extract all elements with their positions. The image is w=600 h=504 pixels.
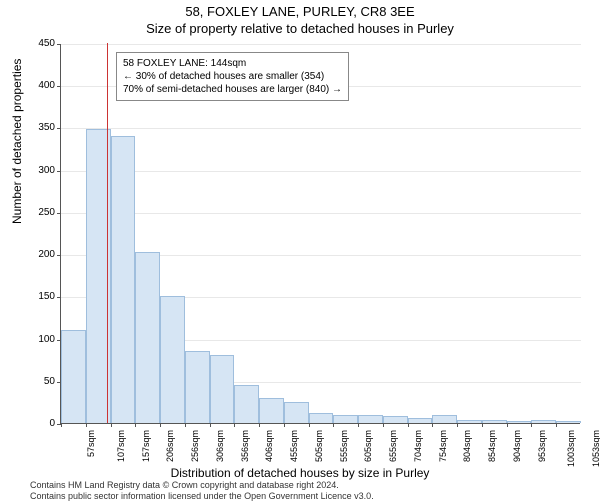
histogram-bar: [482, 420, 507, 423]
histogram-bar: [284, 402, 309, 423]
x-tick-label: 655sqm: [388, 430, 398, 462]
x-tick-mark: [383, 423, 384, 427]
footnote: Contains HM Land Registry data © Crown c…: [30, 480, 374, 502]
grid-line: [61, 44, 581, 45]
x-tick-mark: [507, 423, 508, 427]
plot-area: 05010015020025030035040045057sqm107sqm15…: [60, 44, 580, 424]
x-axis-label: Distribution of detached houses by size …: [0, 466, 600, 480]
histogram-bar: [408, 418, 433, 423]
y-tick-mark: [57, 255, 61, 256]
histogram-bar: [185, 351, 210, 423]
annotation-line2: ← 30% of detached houses are smaller (35…: [123, 70, 342, 83]
x-tick-label: 804sqm: [462, 430, 472, 462]
x-tick-label: 306sqm: [215, 430, 225, 462]
histogram-bar: [457, 420, 482, 423]
grid-line: [61, 128, 581, 129]
chart-title-subtitle: Size of property relative to detached ho…: [0, 21, 600, 36]
y-tick-label: 300: [25, 165, 55, 176]
histogram-bar: [531, 420, 556, 423]
x-tick-label: 157sqm: [141, 430, 151, 462]
y-tick-mark: [57, 297, 61, 298]
x-tick-mark: [259, 423, 260, 427]
x-tick-label: 904sqm: [512, 430, 522, 462]
x-tick-label: 206sqm: [165, 430, 175, 462]
x-tick-mark: [160, 423, 161, 427]
y-axis-label: Number of detached properties: [10, 59, 24, 224]
histogram-bar: [210, 355, 235, 423]
x-tick-mark: [457, 423, 458, 427]
x-tick-mark: [408, 423, 409, 427]
histogram-bar: [61, 330, 86, 423]
y-tick-label: 250: [25, 207, 55, 218]
y-tick-label: 50: [25, 376, 55, 387]
x-tick-label: 57sqm: [86, 430, 96, 457]
grid-line: [61, 171, 581, 172]
x-tick-mark: [358, 423, 359, 427]
x-tick-label: 754sqm: [438, 430, 448, 462]
x-tick-label: 854sqm: [487, 430, 497, 462]
x-tick-label: 953sqm: [537, 430, 547, 462]
x-tick-label: 1003sqm: [567, 430, 577, 467]
y-tick-label: 400: [25, 80, 55, 91]
reference-line: [107, 43, 109, 423]
x-tick-mark: [86, 423, 87, 427]
histogram-bar: [358, 415, 383, 423]
annotation-line3: 70% of semi-detached houses are larger (…: [123, 83, 342, 96]
x-tick-label: 406sqm: [264, 430, 274, 462]
histogram-bar: [135, 252, 160, 423]
y-tick-mark: [57, 44, 61, 45]
chart-plot: 05010015020025030035040045057sqm107sqm15…: [60, 44, 580, 424]
x-tick-mark: [556, 423, 557, 427]
x-tick-label: 605sqm: [363, 430, 373, 462]
histogram-bar: [309, 413, 334, 423]
x-tick-label: 455sqm: [289, 430, 299, 462]
histogram-bar: [234, 385, 259, 423]
x-tick-label: 356sqm: [240, 430, 250, 462]
histogram-bar: [432, 415, 457, 423]
x-tick-mark: [210, 423, 211, 427]
annotation-line1: 58 FOXLEY LANE: 144sqm: [123, 57, 342, 70]
chart-title-address: 58, FOXLEY LANE, PURLEY, CR8 3EE: [0, 4, 600, 19]
histogram-bar: [383, 416, 408, 423]
grid-line: [61, 213, 581, 214]
x-tick-label: 107sqm: [116, 430, 126, 462]
x-tick-mark: [61, 423, 62, 427]
histogram-bar: [507, 421, 532, 423]
x-tick-mark: [309, 423, 310, 427]
x-tick-label: 555sqm: [339, 430, 349, 462]
y-tick-label: 350: [25, 122, 55, 133]
x-tick-mark: [185, 423, 186, 427]
x-tick-mark: [135, 423, 136, 427]
histogram-bar: [160, 296, 185, 423]
x-tick-mark: [234, 423, 235, 427]
y-tick-mark: [57, 171, 61, 172]
y-tick-mark: [57, 128, 61, 129]
x-tick-mark: [432, 423, 433, 427]
y-tick-mark: [57, 86, 61, 87]
histogram-bar: [333, 415, 358, 423]
x-tick-mark: [333, 423, 334, 427]
y-tick-label: 100: [25, 334, 55, 345]
y-tick-label: 200: [25, 249, 55, 260]
x-tick-mark: [284, 423, 285, 427]
annotation-box: 58 FOXLEY LANE: 144sqm← 30% of detached …: [116, 52, 349, 101]
y-tick-mark: [57, 213, 61, 214]
y-tick-label: 450: [25, 38, 55, 49]
histogram-bar: [259, 398, 284, 423]
y-tick-label: 150: [25, 291, 55, 302]
histogram-bar: [556, 421, 581, 423]
x-tick-label: 505sqm: [314, 430, 324, 462]
x-tick-mark: [531, 423, 532, 427]
x-tick-mark: [111, 423, 112, 427]
x-tick-mark: [482, 423, 483, 427]
x-tick-label: 1053sqm: [591, 430, 600, 467]
footnote-line2: Contains public sector information licen…: [30, 491, 374, 502]
y-tick-label: 0: [25, 418, 55, 429]
x-tick-label: 704sqm: [413, 430, 423, 462]
footnote-line1: Contains HM Land Registry data © Crown c…: [30, 480, 374, 491]
x-tick-label: 256sqm: [190, 430, 200, 462]
histogram-bar: [111, 136, 136, 423]
